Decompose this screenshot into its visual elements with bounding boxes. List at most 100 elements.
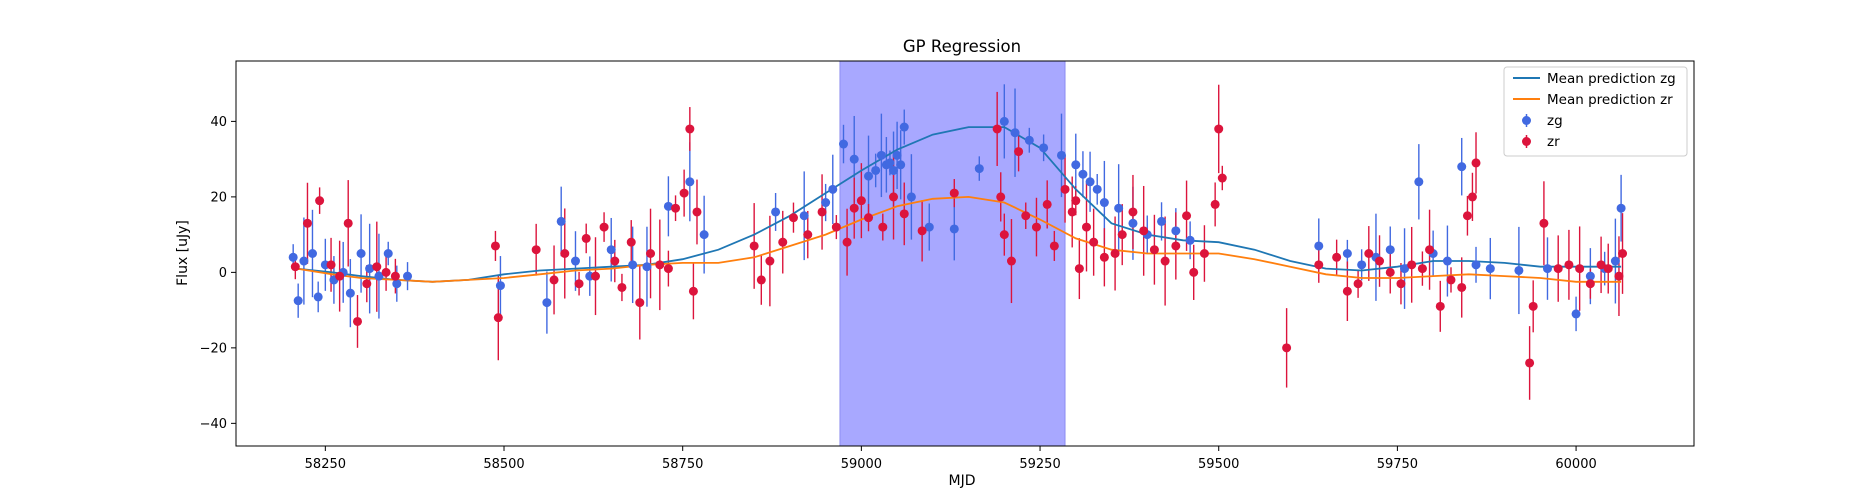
zr-point bbox=[1149, 245, 1159, 255]
legend: Mean prediction zg Mean prediction zr zg… bbox=[1503, 66, 1688, 157]
zg-point bbox=[392, 279, 402, 289]
zr-point bbox=[1314, 260, 1324, 270]
zg-point bbox=[1092, 184, 1102, 194]
zg-point bbox=[896, 160, 906, 170]
zr-point bbox=[302, 218, 312, 228]
zg-point bbox=[1114, 203, 1124, 213]
y-tick-label: −40 bbox=[200, 417, 227, 432]
zr-point bbox=[1074, 264, 1084, 274]
zr-point bbox=[1332, 252, 1342, 262]
shaded-region bbox=[839, 60, 1066, 447]
y-tick-label: 0 bbox=[219, 266, 227, 281]
zr-point bbox=[560, 249, 570, 258]
zr-point bbox=[692, 207, 702, 217]
zg-point bbox=[974, 164, 984, 174]
zg-point bbox=[1056, 150, 1066, 160]
mean-line-zr bbox=[296, 195, 1622, 283]
zr-point bbox=[490, 241, 500, 251]
zr-point bbox=[831, 222, 841, 232]
zr-point bbox=[1553, 264, 1563, 274]
zg-point bbox=[288, 252, 298, 262]
zr-point bbox=[1171, 241, 1181, 251]
zg-point bbox=[1610, 256, 1620, 266]
zr-point bbox=[749, 241, 759, 251]
zr-point bbox=[1364, 249, 1374, 258]
zr-point bbox=[617, 282, 627, 292]
zg-point bbox=[313, 292, 323, 302]
zg-point bbox=[570, 256, 580, 266]
zr-point bbox=[1471, 158, 1481, 168]
zr-point bbox=[1210, 199, 1220, 209]
zr-point bbox=[1160, 256, 1170, 266]
zr-point bbox=[1425, 245, 1435, 255]
zg-point bbox=[899, 122, 909, 132]
zg-point bbox=[849, 154, 859, 164]
zr-point bbox=[917, 226, 927, 236]
zr-point bbox=[671, 203, 681, 213]
zg-point bbox=[542, 298, 552, 308]
zr-point bbox=[1596, 260, 1606, 270]
zr-point bbox=[817, 207, 827, 217]
zr-point bbox=[353, 316, 362, 326]
zr-point bbox=[663, 264, 673, 274]
zr-point bbox=[590, 271, 600, 281]
zr-point bbox=[1060, 184, 1070, 194]
zr-point bbox=[1575, 264, 1585, 274]
zr-point bbox=[1585, 279, 1595, 289]
zg-point bbox=[885, 158, 895, 168]
zr-point bbox=[864, 213, 874, 223]
zr-point bbox=[326, 260, 336, 270]
zg-point bbox=[642, 262, 652, 272]
zr-point bbox=[1462, 211, 1472, 221]
zg-point bbox=[771, 207, 781, 217]
zr-point bbox=[849, 203, 859, 213]
zr-point bbox=[685, 124, 695, 134]
zg-point bbox=[1514, 265, 1524, 275]
zr-point bbox=[362, 279, 372, 289]
zr-point bbox=[1446, 275, 1456, 285]
zg-point bbox=[307, 249, 317, 258]
zr-point bbox=[899, 209, 909, 219]
zr-point bbox=[1128, 207, 1138, 217]
zg-point bbox=[1471, 260, 1481, 270]
legend-label-zg: zg bbox=[1547, 113, 1563, 129]
zg-point bbox=[924, 222, 934, 232]
y-axis-label: Flux [uJy] bbox=[175, 220, 191, 286]
zg-point bbox=[1171, 226, 1181, 236]
zg-point bbox=[1128, 218, 1138, 228]
zr-point bbox=[1525, 358, 1535, 368]
zr-point bbox=[626, 237, 636, 247]
zr-point bbox=[1049, 241, 1059, 251]
zg-point bbox=[1342, 249, 1352, 258]
zg-point bbox=[383, 249, 393, 258]
zg-point bbox=[949, 224, 959, 234]
zr-point bbox=[1282, 343, 1292, 353]
zr-point bbox=[1110, 249, 1120, 258]
zr-point bbox=[1042, 199, 1052, 209]
zg-point bbox=[1078, 169, 1088, 179]
zr-point bbox=[1417, 264, 1427, 274]
zr-point bbox=[1014, 147, 1024, 157]
zg-point bbox=[1616, 203, 1626, 213]
zr-point bbox=[688, 286, 698, 296]
zr-point bbox=[635, 298, 645, 308]
zr-point bbox=[1375, 256, 1385, 266]
zr-point bbox=[574, 279, 584, 289]
zr-point bbox=[1396, 279, 1406, 289]
zg-point bbox=[871, 165, 881, 175]
zg-point bbox=[1457, 162, 1467, 172]
zr-point bbox=[878, 222, 888, 232]
zr-point bbox=[1618, 249, 1628, 258]
x-tick-label: 59000 bbox=[841, 457, 882, 472]
zr-point bbox=[1467, 192, 1477, 202]
y-tick-label: 40 bbox=[210, 115, 227, 130]
zg-point bbox=[999, 116, 1009, 126]
zg-point bbox=[556, 216, 566, 226]
zr-point bbox=[372, 262, 382, 272]
zr-point bbox=[1217, 173, 1227, 183]
zr-point bbox=[343, 218, 353, 228]
zr-point bbox=[549, 275, 559, 285]
zr-point bbox=[1189, 267, 1199, 277]
mean-line-zg bbox=[296, 126, 1622, 283]
